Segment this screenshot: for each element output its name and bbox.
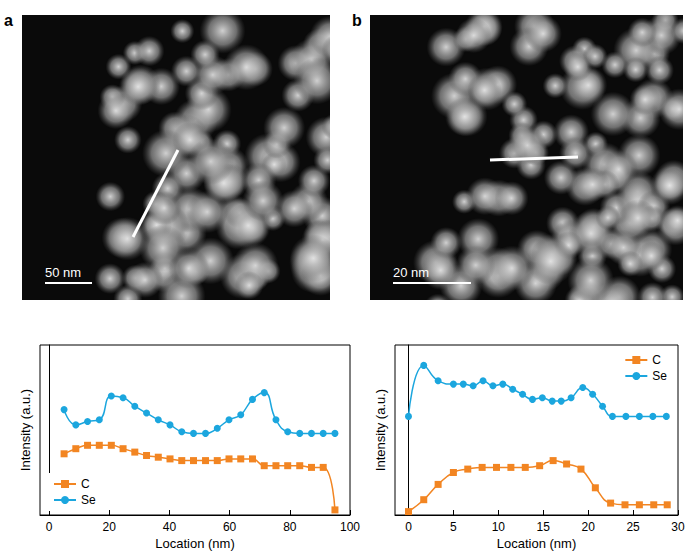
svg-text:Se: Se: [652, 369, 667, 383]
svg-text:Se: Se: [81, 493, 96, 507]
svg-text:0: 0: [405, 520, 412, 534]
svg-text:b: b: [352, 12, 362, 29]
svg-text:Intensity (a.u.): Intensity (a.u.): [373, 389, 388, 471]
svg-text:5: 5: [450, 520, 457, 534]
svg-text:15: 15: [537, 520, 551, 534]
svg-text:30: 30: [671, 520, 685, 534]
svg-text:C: C: [652, 353, 661, 367]
svg-text:100: 100: [340, 520, 360, 534]
svg-text:Location (nm): Location (nm): [155, 536, 234, 551]
svg-text:Location (nm): Location (nm): [497, 536, 576, 551]
svg-text:20 nm: 20 nm: [393, 265, 429, 280]
svg-text:20: 20: [103, 520, 117, 534]
svg-text:25: 25: [626, 520, 640, 534]
svg-text:C: C: [81, 477, 90, 491]
svg-text:60: 60: [223, 520, 237, 534]
svg-text:Intensity (a.u.): Intensity (a.u.): [18, 389, 33, 471]
svg-text:20: 20: [581, 520, 595, 534]
svg-text:50 nm: 50 nm: [45, 265, 81, 280]
svg-text:80: 80: [283, 520, 297, 534]
svg-text:0: 0: [46, 520, 53, 534]
svg-text:10: 10: [492, 520, 506, 534]
svg-text:40: 40: [163, 520, 177, 534]
svg-text:a: a: [4, 12, 13, 29]
